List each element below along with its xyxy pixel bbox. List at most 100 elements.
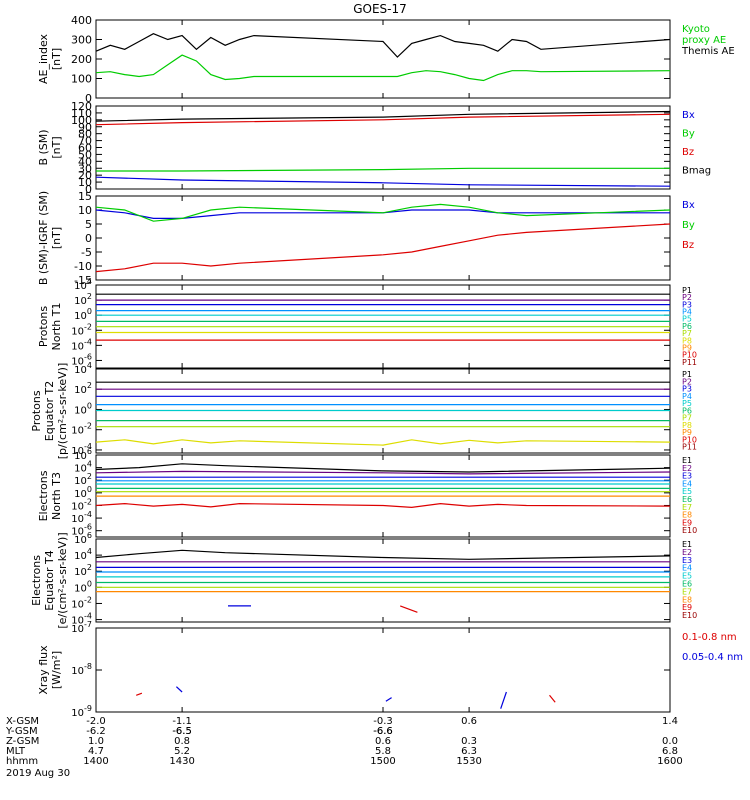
legend-entry: P6 <box>682 406 692 415</box>
y-axis-label: ElectronsNorth T3 <box>37 470 63 521</box>
y-tick-label: -5 <box>81 246 92 259</box>
legend-entry: E4 <box>682 479 692 488</box>
legend-entry: E2 <box>682 464 692 473</box>
legend-entry: Bmag <box>682 165 711 176</box>
legend-entry: E9 <box>682 603 692 612</box>
series-line <box>95 113 671 126</box>
x-axis-table: X-GSM -2.0 -1.1 -0.3 0.6 1.4 Y-GSM -6.2 -6.5 -6.6… <box>5 716 683 779</box>
y-tick-label: -15 <box>74 274 92 287</box>
legend-entry: E3 <box>682 472 692 481</box>
x-axis-row-label: Z-GSM <box>6 736 39 747</box>
y-tick-label: 102 <box>74 563 92 578</box>
x-axis-value: -6.6 <box>373 726 393 737</box>
y-tick-label: 10-8 <box>71 662 92 677</box>
y-tick-label: 100 <box>74 579 92 594</box>
y-tick-label: 70 <box>78 135 92 148</box>
y-axis-label: B (SM)[nT] <box>37 129 63 165</box>
legend-entry: E6 <box>682 495 692 504</box>
panel-frame <box>95 19 671 99</box>
y-tick-label: 10-2 <box>71 595 92 610</box>
y-tick-label: 102 <box>74 381 92 396</box>
series-line <box>96 167 670 172</box>
plot-title: GOES-17 <box>353 2 407 16</box>
y-tick-label: 0 <box>85 92 92 105</box>
legend: Bx By Bz Bmag <box>682 110 711 176</box>
x-axis-value: -2.0 <box>86 716 106 727</box>
legend-entry: P9 <box>682 343 692 352</box>
legend-entry: E6 <box>682 580 692 589</box>
x-axis-value: -6.5 <box>172 726 192 737</box>
legend-entry: Themis AE <box>681 46 735 57</box>
x-axis-value: 0.8 <box>174 736 190 747</box>
x-axis-value: -6.2 <box>86 726 106 737</box>
x-axis-value: 1600 <box>657 756 682 767</box>
legend-entry: P6 <box>682 322 692 331</box>
legend-entry: P1 <box>682 286 692 295</box>
x-axis-value: 1500 <box>370 756 395 767</box>
x-axis-value: 1.0 <box>88 736 104 747</box>
x-axis-value: 1400 <box>83 756 108 767</box>
legend-entry: P10 <box>682 351 697 360</box>
legend-entry: P4 <box>682 308 692 317</box>
legend-entry: P2 <box>682 377 692 386</box>
y-tick-label: 60 <box>78 142 92 155</box>
x-axis-value: 4.7 <box>88 746 104 757</box>
legend-entry: E7 <box>682 587 692 596</box>
y-tick-label: 300 <box>71 34 92 47</box>
legend-entry: P8 <box>682 336 692 345</box>
panel-frame <box>95 538 671 623</box>
legend-entry: E8 <box>682 595 692 604</box>
y-tick-label: 15 <box>78 190 92 203</box>
series-line <box>385 697 392 702</box>
series-line <box>95 110 671 122</box>
y-axis-label: AE_index[nT] <box>37 33 63 84</box>
y-axis-label: Xray flux[W/m²] <box>37 645 63 695</box>
legend-entry: 0.05-0.4 nm <box>682 652 743 663</box>
series-line <box>95 439 671 446</box>
x-axis-value: 1.4 <box>662 716 678 727</box>
legend-entry: E3 <box>682 556 692 565</box>
panel-frame <box>95 105 671 190</box>
legend-entry: P8 <box>682 421 692 430</box>
series-line <box>95 223 671 273</box>
legend-entry: By <box>682 220 695 231</box>
x-axis-value: 5.8 <box>375 746 391 757</box>
series-line <box>95 549 671 560</box>
legend: 0.1-0.8 nm 0.05-0.4 nm <box>682 632 743 663</box>
legend-entry: E7 <box>682 503 692 512</box>
y-tick-label: 110 <box>71 107 92 120</box>
series-line <box>95 54 671 82</box>
legend-entry: P3 <box>682 385 692 394</box>
series-line <box>95 33 671 58</box>
legend-entry: 0.1-0.8 nm <box>682 632 737 643</box>
y-tick-label: 40 <box>78 155 92 168</box>
legend-entry: P7 <box>682 414 692 423</box>
series-line <box>549 694 556 703</box>
legend-entry: E5 <box>682 487 692 496</box>
x-axis-value: 5.2 <box>174 746 190 757</box>
y-axis-label: ProtonsEquator T2[p/(cm²-s-sr-keV)] <box>30 363 69 460</box>
series-line <box>95 470 671 475</box>
series-line <box>95 463 671 473</box>
series-line <box>95 502 671 509</box>
y-tick-label: 10-4 <box>71 337 92 352</box>
legend-entry: P1 <box>682 370 692 379</box>
series-line <box>95 209 670 219</box>
y-tick-label: 50 <box>78 148 92 161</box>
y-tick-label: 10 <box>78 204 92 217</box>
x-axis-row-label: MLT <box>6 746 26 757</box>
x-axis-value: 0.6 <box>461 716 477 727</box>
series-line <box>95 203 671 222</box>
legend-entry: E1 <box>682 540 692 549</box>
legend-entry: P5 <box>682 315 692 324</box>
y-tick-label: 0 <box>85 232 92 245</box>
legend-entry: Bx <box>682 110 695 121</box>
y-tick-label: 30 <box>78 162 92 175</box>
legend-entry: By <box>682 128 695 139</box>
